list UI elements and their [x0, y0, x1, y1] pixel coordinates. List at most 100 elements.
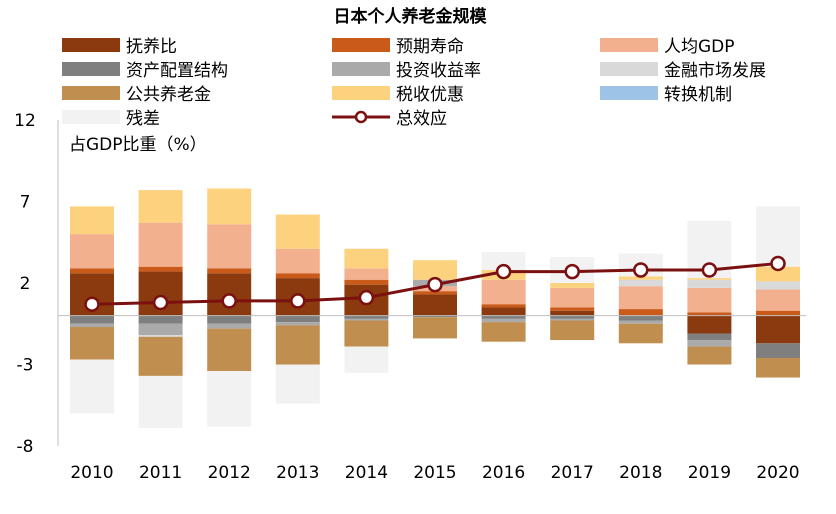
- bar-segment: [618, 276, 663, 280]
- legend-swatch: [600, 62, 658, 76]
- bar-stack: [138, 190, 183, 429]
- legend-label: 金融市场发展: [664, 61, 766, 81]
- bar-segment: [344, 346, 389, 373]
- total-effect-point: [221, 293, 237, 309]
- bar-segment: [138, 222, 183, 267]
- legend-item: 金融市场发展: [600, 61, 766, 81]
- bar-segment: [618, 286, 663, 310]
- bar-segment: [138, 375, 183, 429]
- bar-segment: [207, 224, 252, 269]
- bar-segment: [481, 307, 526, 316]
- bar-segment: [550, 315, 595, 319]
- bar-segment: [687, 333, 732, 341]
- total-effect-point: [358, 289, 375, 306]
- bar-segment: [207, 323, 252, 329]
- legend-label: 预期寿命: [396, 37, 464, 57]
- bar-segment: [275, 325, 320, 365]
- bar-segment: [687, 279, 732, 288]
- legend-label: 抚养比: [126, 37, 177, 57]
- y-tick-label: -8: [17, 437, 34, 457]
- legend-swatch: [62, 38, 120, 52]
- bar-segment: [756, 343, 800, 358]
- total-effect-line: [84, 255, 786, 312]
- bar-segment: [344, 248, 389, 269]
- bar-segment: [207, 315, 252, 324]
- bar-segment: [207, 188, 252, 225]
- legend-item: 预期寿命: [332, 37, 464, 57]
- bar-segment: [138, 336, 183, 376]
- y-axis-unit-label: 占GDP比重（%）: [69, 135, 207, 155]
- bar-stack: [70, 206, 114, 414]
- total-effect-point: [290, 293, 306, 309]
- bar-segment: [481, 322, 526, 342]
- bar-segment: [70, 323, 114, 328]
- legend-swatch: [62, 62, 120, 76]
- y-tick-label: 7: [20, 193, 31, 213]
- legend-item: 总效应: [332, 109, 447, 129]
- legend-swatch: [332, 62, 390, 76]
- legend-label: 资产配置结构: [126, 61, 228, 81]
- bar-segment: [756, 357, 800, 378]
- bar-segment: [618, 323, 663, 344]
- bar-stack: [275, 214, 320, 404]
- total-effect-point: [701, 262, 718, 278]
- bar-segment: [687, 287, 732, 313]
- y-axis: 12 7 2 -3 -8: [14, 111, 59, 457]
- legend-label: 转换机制: [664, 85, 732, 105]
- bar-segment: [207, 371, 252, 427]
- bar-segment: [138, 323, 183, 336]
- bar-stack: [413, 260, 457, 339]
- legend-item: 人均GDP: [600, 37, 735, 57]
- bar-segment: [138, 315, 183, 324]
- bar-segment: [70, 315, 114, 324]
- bar-stack: [207, 188, 252, 427]
- bar-segment: [70, 268, 114, 274]
- total-effect-point: [564, 263, 580, 280]
- x-tick-label: 2011: [139, 463, 182, 483]
- legend-item: 税收优惠: [332, 85, 464, 105]
- y-tick-label: -3: [17, 356, 34, 376]
- bar-segment: [687, 340, 732, 347]
- bar-segment: [550, 307, 595, 311]
- bar-segment: [275, 315, 320, 323]
- bar-segment: [344, 279, 389, 285]
- y-tick-label: 2: [20, 274, 31, 294]
- bar-segment: [550, 310, 595, 316]
- bar-segment: [413, 315, 457, 318]
- x-tick-label: 2015: [413, 463, 456, 483]
- x-tick-label: 2013: [276, 463, 319, 483]
- bar-stack: [687, 221, 732, 365]
- legend-swatch: [600, 86, 658, 100]
- bar-segment: [70, 327, 114, 360]
- bar-segment: [481, 315, 526, 319]
- bar-segment: [550, 283, 595, 288]
- bar-segment: [275, 322, 320, 326]
- x-tick-label: 2020: [756, 463, 799, 483]
- legend-label: 人均GDP: [664, 37, 735, 57]
- bar-segment: [344, 315, 389, 319]
- bar-segment: [756, 266, 800, 282]
- bar-segment: [481, 252, 526, 270]
- bar-segment: [550, 320, 595, 341]
- bar-segment: [138, 335, 183, 337]
- bar-segment: [413, 291, 457, 295]
- legend-item: 残差: [62, 109, 160, 129]
- x-axis: 2010 2011 2012 2013 2014 2015 2016 2017 2018 2019…: [70, 463, 799, 483]
- x-tick-label: 2014: [345, 463, 388, 483]
- bar-segment: [275, 214, 320, 249]
- legend-swatch: [332, 38, 390, 52]
- bar-segment: [687, 312, 732, 316]
- bar-segment: [207, 328, 252, 372]
- bar-stack: [756, 206, 800, 378]
- bar-segment: [481, 304, 526, 308]
- legend-label: 残差: [126, 109, 160, 129]
- bar-segment: [756, 281, 800, 290]
- bar-segment: [550, 318, 595, 321]
- bar-segment: [344, 318, 389, 321]
- bar-segment: [138, 266, 183, 272]
- chart-title: 日本个人养老金规模: [334, 6, 488, 27]
- bar-segment: [344, 320, 389, 347]
- legend-swatch: [62, 86, 120, 100]
